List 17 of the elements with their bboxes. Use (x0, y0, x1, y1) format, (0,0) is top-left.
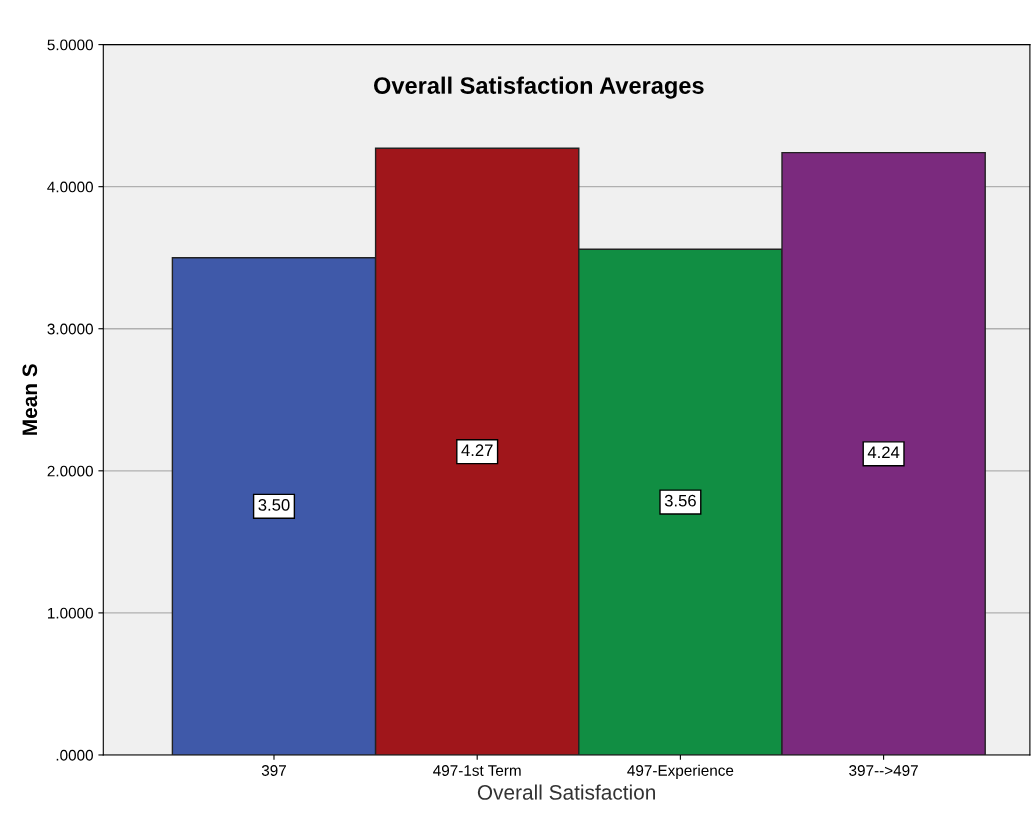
y-axis-title: Mean S (22, 364, 38, 435)
data-label: 4.27 (461, 444, 493, 456)
y-tick-label: 4.0000 (47, 181, 93, 193)
text: Overall Satisfaction Averages (374, 76, 704, 99)
data-label: 3.56 (664, 494, 696, 507)
y-tick-label: 2.0000 (47, 465, 93, 477)
data-label: 4.24 (867, 446, 900, 459)
x-tick-label: 497-Experience (627, 764, 734, 779)
y-tick-label: .0000 (56, 749, 93, 761)
x-tick-label: 397 (261, 765, 286, 776)
x-axis-title: Overall Satisfaction (477, 784, 655, 800)
y-tick-label: 5.0000 (47, 39, 93, 51)
x-tick-label: 397-->497 (849, 765, 918, 776)
y-tick-label: 1.0000 (48, 607, 93, 619)
data-label: 3.50 (258, 499, 290, 511)
y-tick-label: 3.0000 (47, 323, 93, 335)
x-tick-label: 497-1st Term (433, 765, 521, 776)
